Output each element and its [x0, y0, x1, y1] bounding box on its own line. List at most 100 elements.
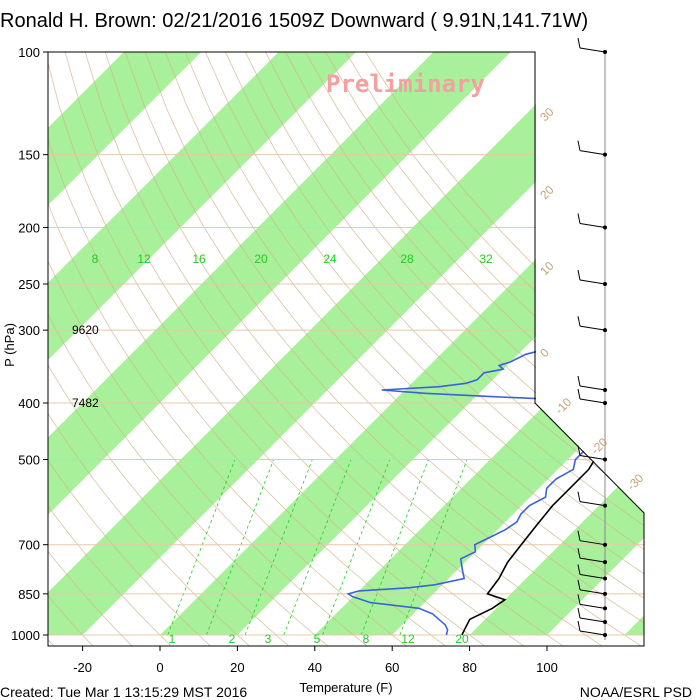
y-tick-label: 700: [18, 538, 40, 553]
wind-barb-feather: [577, 594, 581, 605]
wind-barb-panel: [536, 37, 700, 645]
mixing-ratio-bottom-label: 3: [265, 632, 272, 646]
y-tick-label: 250: [18, 277, 40, 292]
wind-barb: [579, 589, 606, 595]
height-label: 7482: [72, 396, 99, 410]
x-tick-label: 60: [385, 660, 399, 675]
created-timestamp: Created: Tue Mar 1 13:15:29 MST 2016: [0, 684, 248, 700]
wind-barb: [579, 325, 606, 331]
credit-label: NOAA/ESRL PSD: [579, 684, 692, 700]
wind-barb: [579, 47, 606, 53]
dry-adiabat: [285, 52, 644, 456]
mixing-ratio-label: 28: [400, 252, 414, 266]
mixing-ratio-line: [206, 459, 274, 636]
dry-adiabat: [205, 52, 644, 551]
wind-barb: [579, 574, 606, 579]
wind-barb-feather: [577, 530, 581, 541]
y-tick-label: 400: [18, 396, 40, 411]
mixing-ratio-label: 12: [137, 252, 151, 266]
x-axis-label: Temperature (F): [299, 680, 392, 695]
wind-barb-feather: [577, 375, 581, 387]
dry-adiabat: [325, 52, 644, 409]
dry-adiabat: [48, 202, 407, 646]
height-label: 9620: [72, 323, 99, 337]
mixing-ratio-line: [399, 459, 468, 636]
dry-adiabat: [48, 459, 211, 646]
dry-adiabat: [124, 52, 643, 646]
x-tick-label: 20: [230, 660, 244, 675]
pressure-axis: 100 150 200 250 300 400 500 700 850 1000: [11, 45, 48, 643]
chart-title: Ronald H. Brown: 02/21/2016 1509Z Downwa…: [0, 10, 589, 32]
wind-barb-feather: [577, 579, 581, 590]
y-tick-label: 1000: [11, 628, 40, 643]
wind-barb: [579, 630, 606, 636]
mixing-ratio-lines: [167, 459, 468, 636]
wind-panel-mask: [536, 52, 700, 645]
dry-adiabat: [184, 52, 644, 575]
dry-adiabat: [144, 52, 644, 624]
y-axis-label: P (hPa): [2, 323, 17, 367]
x-tick-label: 80: [462, 660, 476, 675]
mixing-ratio-line: [167, 459, 236, 636]
wind-barb-feather: [577, 548, 581, 559]
wind-barb: [579, 603, 606, 609]
dry-adiabat: [225, 52, 644, 527]
wind-barb-feather: [577, 607, 581, 619]
x-tick-label: -20: [73, 660, 92, 675]
mixing-ratio-label: 8: [92, 252, 99, 266]
wind-barb-feather: [577, 564, 581, 575]
x-tick-label: 0: [156, 660, 163, 675]
isotherm-band: [160, 151, 644, 635]
wind-barb: [579, 398, 606, 404]
y-tick-label: 150: [18, 148, 40, 163]
mixing-ratio-line: [283, 459, 352, 636]
isotherm-band: [624, 615, 644, 635]
wind-barb: [579, 223, 606, 228]
wind-barb-feather: [577, 213, 581, 224]
dry-adiabat: [48, 313, 329, 646]
mixing-ratio-bottom-label: 5: [314, 632, 321, 646]
y-tick-label: 850: [18, 587, 40, 602]
wind-barb-feather: [577, 388, 581, 400]
y-tick-label: 200: [18, 221, 40, 236]
dry-adiabat: [48, 412, 251, 646]
mixing-ratio-label: 32: [479, 252, 493, 266]
wind-barb-feather: [577, 491, 581, 502]
wind-barb: [579, 501, 606, 507]
dry-adiabat: [48, 61, 486, 646]
isotherm-band: [469, 460, 644, 635]
wind-barb: [579, 617, 606, 623]
temperature-axis: -20 0 20 40 60 80 100: [73, 646, 558, 675]
mixing-ratio-label: 16: [192, 252, 206, 266]
x-tick-label: 100: [536, 660, 558, 675]
mixing-ratio-bottom-label: 8: [363, 632, 370, 646]
dry-adiabat: [48, 550, 133, 646]
mixing-ratio-line: [360, 459, 429, 636]
isotherm-band: [48, 52, 511, 515]
dry-adiabat: [164, 52, 644, 599]
wind-barb: [579, 455, 606, 460]
mixing-ratio-bottom-label: 20: [455, 632, 469, 646]
isotherm-band: [48, 52, 644, 635]
wind-barb: [579, 150, 606, 156]
mixing-ratio-label: 20: [254, 252, 268, 266]
dry-adiabat: [265, 52, 644, 479]
dry-adiabat: [84, 52, 564, 646]
wind-barb-feather: [577, 316, 581, 327]
dry-adiabat: [48, 505, 172, 646]
mixing-ratio-bottom-label: 1: [169, 632, 176, 646]
dry-adiabat: [64, 52, 525, 646]
wind-barb: [579, 540, 606, 546]
wind-barb-feather: [577, 269, 581, 281]
mixing-ratio-label: 24: [323, 252, 337, 266]
wind-barb: [579, 279, 606, 285]
isotherm-bands: [48, 52, 644, 635]
y-tick-label: 300: [18, 323, 40, 338]
height-labels: 9620 7482: [72, 323, 99, 410]
dry-adiabat: [305, 52, 644, 433]
wind-barb-feather: [577, 620, 581, 632]
plot-frame: [47, 51, 645, 647]
wind-barb: [579, 385, 606, 391]
